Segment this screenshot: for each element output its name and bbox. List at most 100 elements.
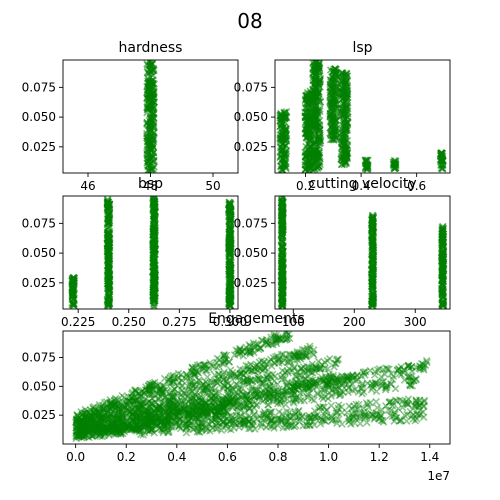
data-point (269, 353, 278, 362)
data-point (309, 119, 318, 127)
data-point (332, 378, 341, 386)
data-point (218, 396, 227, 405)
data-point (250, 386, 259, 395)
data-point (218, 395, 227, 403)
data-point (73, 412, 82, 420)
data-point (80, 414, 88, 422)
data-point (301, 375, 309, 383)
data-point (280, 356, 288, 365)
data-point (86, 412, 95, 420)
data-point (161, 393, 170, 402)
data-point (111, 400, 120, 408)
data-point (150, 98, 158, 106)
data-point (79, 416, 88, 425)
data-point (140, 389, 149, 398)
data-point (140, 409, 149, 418)
data-point (104, 415, 112, 424)
data-point (129, 411, 138, 419)
data-point (188, 404, 196, 412)
data-point (114, 407, 123, 415)
data-point (97, 409, 106, 418)
y-tick-label: 0.075 (234, 216, 268, 230)
data-point (302, 352, 311, 361)
data-point (239, 371, 248, 379)
data-point (225, 237, 234, 246)
data-point (262, 388, 270, 397)
data-point (92, 423, 101, 431)
data-point (222, 377, 231, 385)
data-point (82, 413, 90, 421)
data-point (267, 340, 275, 348)
data-point (146, 125, 154, 133)
axes-frame-cutting-velocity (274, 195, 451, 310)
data-point (145, 387, 153, 395)
data-point (279, 254, 287, 263)
data-point (156, 384, 165, 393)
data-point (217, 400, 225, 409)
x-tick-label: 0.6 (407, 179, 426, 193)
data-point (156, 413, 164, 421)
data-point (103, 296, 112, 305)
data-point (302, 382, 311, 391)
data-point (316, 364, 324, 373)
data-point (168, 399, 177, 408)
data-point (314, 357, 323, 366)
data-point (222, 393, 230, 402)
data-point (103, 219, 112, 228)
data-point (89, 403, 97, 412)
data-point (173, 407, 182, 415)
data-point (180, 405, 188, 413)
data-point (243, 367, 252, 375)
data-point (235, 377, 244, 385)
data-point (73, 416, 81, 425)
data-point (255, 358, 264, 366)
data-point (250, 348, 258, 357)
data-point (210, 396, 218, 405)
data-point (252, 391, 261, 400)
data-point (228, 394, 236, 403)
data-point (141, 386, 150, 394)
data-point (303, 381, 312, 390)
data-point (129, 400, 138, 409)
data-point (131, 404, 139, 412)
data-point (228, 384, 237, 392)
data-point (274, 333, 282, 342)
data-point (309, 102, 317, 110)
data-point (327, 105, 336, 113)
data-point (143, 408, 152, 416)
data-point (74, 414, 83, 423)
data-point (323, 357, 332, 365)
data-point (100, 405, 108, 413)
data-point (213, 354, 222, 363)
data-point (204, 385, 212, 394)
data-point (236, 365, 244, 373)
data-point (149, 296, 157, 305)
data-point (305, 367, 313, 376)
data-point (407, 362, 416, 371)
data-point (85, 417, 94, 425)
data-point (113, 399, 121, 408)
data-point (339, 119, 348, 128)
data-point (148, 394, 156, 403)
data-point (419, 364, 428, 373)
data-point (191, 370, 199, 378)
data-point (89, 412, 98, 420)
data-point (167, 400, 175, 408)
data-point (98, 414, 106, 423)
data-point (250, 367, 259, 376)
data-point (206, 384, 215, 393)
data-point (200, 361, 208, 369)
data-point (219, 381, 228, 390)
data-point (138, 387, 147, 395)
data-point (144, 382, 153, 390)
data-point (282, 331, 291, 336)
data-point (263, 371, 272, 379)
data-point (154, 404, 163, 413)
data-point (294, 382, 303, 391)
data-point (142, 383, 150, 391)
data-point (254, 374, 262, 382)
data-point (74, 419, 83, 427)
data-point (173, 404, 181, 412)
data-point (201, 399, 209, 408)
